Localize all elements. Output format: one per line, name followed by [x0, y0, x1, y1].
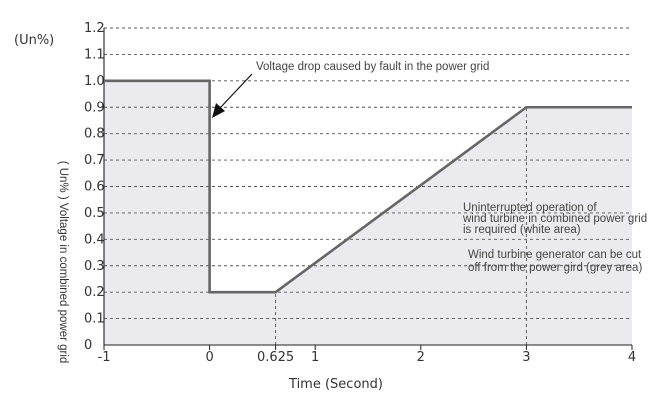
x-tick-label: 0 — [205, 350, 213, 365]
x-tick-label: 4 — [628, 350, 636, 365]
y-tick-label: 0.2 — [84, 285, 105, 300]
y-tick-label: 0.3 — [84, 259, 105, 274]
grey-area-note-line-1: Wind turbine generator can be cut — [468, 249, 642, 261]
y-tick-label: 0.7 — [84, 153, 105, 168]
y-tick-label: 1.2 — [84, 21, 105, 36]
grey-area-note-line-2: off from the power gird (grey area) — [468, 262, 642, 274]
x-tick-label: 3 — [522, 350, 530, 365]
x-tick-label: 1 — [311, 350, 319, 365]
white-area-note-line-1: Uninterrupted operation of — [463, 202, 597, 214]
y-tick-label: 1.1 — [84, 47, 105, 62]
series-line — [104, 79, 632, 294]
x-tick-label: -1 — [98, 350, 111, 365]
y-tick-label: 0.4 — [84, 232, 105, 247]
fault-arrow-shaft — [219, 73, 253, 109]
y-tick-label: 1.0 — [84, 74, 105, 89]
y-tick-label: 0.8 — [84, 127, 105, 142]
y-tick-label: 0.9 — [84, 100, 105, 115]
white-area-note-line-2: wind turbine in combined power grid — [462, 213, 647, 225]
y-axis-title: ( Un% ) Voltage in combined power grid — [57, 161, 69, 364]
y-tick-label: 0.1 — [84, 312, 105, 327]
y-tick-label: 0.6 — [84, 180, 105, 195]
x-tick-label: 0.625 — [257, 350, 294, 365]
fault-arrow-head — [212, 103, 225, 118]
y-unit-label: (Un%) — [14, 33, 54, 48]
x-tick-label: 2 — [417, 350, 425, 365]
fault-annotation: Voltage drop caused by fault in the powe… — [256, 61, 489, 73]
white-area-note-line-3: is required (white area) — [463, 224, 581, 236]
y-tick-label: 0 — [84, 338, 92, 353]
grey-area — [104, 80, 632, 345]
x-axis-title: Time (Second) — [288, 377, 383, 392]
y-tick-label: 0.5 — [84, 206, 105, 221]
